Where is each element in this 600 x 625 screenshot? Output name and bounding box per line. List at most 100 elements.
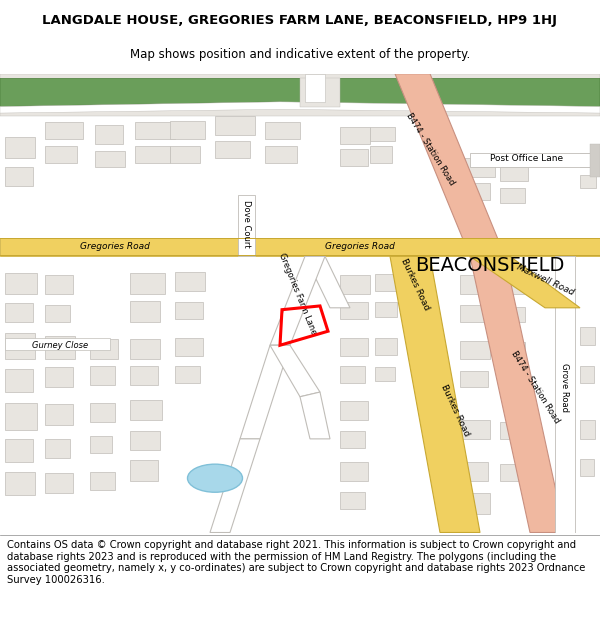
Polygon shape	[45, 472, 73, 493]
Polygon shape	[370, 146, 392, 162]
Polygon shape	[580, 153, 598, 168]
Polygon shape	[135, 146, 170, 162]
Text: BEACONSFIELD: BEACONSFIELD	[415, 256, 565, 275]
Polygon shape	[305, 256, 350, 308]
Polygon shape	[270, 345, 320, 397]
Text: Gregories Road: Gregories Road	[80, 242, 150, 251]
Polygon shape	[5, 472, 35, 495]
Polygon shape	[0, 238, 600, 256]
Polygon shape	[375, 338, 397, 354]
Polygon shape	[340, 149, 368, 166]
Polygon shape	[300, 392, 330, 439]
Text: Gurney Close: Gurney Close	[32, 341, 88, 350]
Polygon shape	[555, 256, 575, 532]
Polygon shape	[470, 256, 580, 308]
Polygon shape	[45, 275, 73, 294]
Polygon shape	[135, 122, 175, 139]
Polygon shape	[580, 175, 596, 188]
Polygon shape	[5, 273, 37, 294]
Polygon shape	[215, 141, 250, 158]
Polygon shape	[340, 431, 365, 448]
Polygon shape	[460, 420, 490, 439]
Polygon shape	[5, 303, 33, 322]
Polygon shape	[340, 492, 365, 509]
Polygon shape	[45, 305, 70, 322]
Polygon shape	[580, 366, 594, 382]
Polygon shape	[45, 404, 73, 425]
Polygon shape	[5, 338, 110, 350]
Polygon shape	[175, 366, 200, 382]
Polygon shape	[45, 336, 75, 359]
Polygon shape	[130, 273, 165, 294]
Text: Map shows position and indicative extent of the property.: Map shows position and indicative extent…	[130, 48, 470, 61]
Polygon shape	[265, 146, 297, 162]
Text: Contains OS data © Crown copyright and database right 2021. This information is : Contains OS data © Crown copyright and d…	[7, 540, 586, 585]
Polygon shape	[390, 256, 480, 532]
Polygon shape	[500, 164, 528, 181]
Polygon shape	[580, 459, 594, 476]
Polygon shape	[130, 366, 158, 384]
Polygon shape	[175, 272, 205, 291]
Polygon shape	[0, 238, 600, 239]
Polygon shape	[460, 305, 490, 322]
Polygon shape	[95, 125, 123, 144]
Polygon shape	[90, 366, 115, 384]
Polygon shape	[5, 333, 35, 359]
Text: Burkes Road: Burkes Road	[399, 257, 431, 312]
Text: Grove Road: Grove Road	[560, 363, 569, 412]
Polygon shape	[130, 461, 158, 481]
Polygon shape	[5, 439, 33, 462]
Polygon shape	[90, 339, 118, 359]
Polygon shape	[395, 74, 505, 256]
Polygon shape	[45, 146, 77, 162]
Text: LANGDALE HOUSE, GREGORIES FARM LANE, BEACONSFIELD, HP9 1HJ: LANGDALE HOUSE, GREGORIES FARM LANE, BEA…	[43, 14, 557, 27]
Polygon shape	[460, 462, 488, 481]
Polygon shape	[460, 183, 490, 200]
Text: Gregories Farm Lane: Gregories Farm Lane	[277, 251, 319, 336]
Polygon shape	[470, 153, 600, 168]
Polygon shape	[375, 274, 400, 291]
Polygon shape	[0, 74, 600, 116]
Polygon shape	[500, 188, 525, 203]
Polygon shape	[340, 275, 370, 294]
Polygon shape	[0, 255, 600, 256]
Polygon shape	[580, 326, 595, 345]
Polygon shape	[45, 439, 70, 458]
Polygon shape	[340, 338, 368, 356]
Polygon shape	[265, 122, 300, 139]
Polygon shape	[5, 403, 37, 429]
Polygon shape	[460, 275, 492, 294]
Polygon shape	[370, 127, 395, 141]
Text: Post Office Lane: Post Office Lane	[490, 154, 563, 162]
Text: Gregories Road: Gregories Road	[325, 242, 395, 251]
Text: Maxwell Road: Maxwell Road	[515, 262, 575, 297]
Polygon shape	[238, 196, 255, 256]
Polygon shape	[210, 439, 260, 532]
Polygon shape	[90, 403, 115, 422]
Polygon shape	[340, 401, 368, 420]
Polygon shape	[340, 302, 368, 319]
Polygon shape	[340, 462, 368, 481]
Polygon shape	[375, 302, 397, 317]
Polygon shape	[5, 168, 33, 186]
Polygon shape	[170, 121, 205, 139]
Polygon shape	[215, 116, 255, 134]
Polygon shape	[300, 78, 340, 106]
Polygon shape	[130, 399, 162, 420]
Polygon shape	[460, 493, 490, 514]
Polygon shape	[175, 338, 203, 356]
Polygon shape	[500, 342, 525, 359]
Polygon shape	[340, 127, 370, 144]
Text: Burkes Road: Burkes Road	[439, 383, 471, 438]
Polygon shape	[500, 307, 525, 322]
Polygon shape	[340, 366, 365, 382]
Polygon shape	[460, 158, 495, 177]
Polygon shape	[45, 367, 73, 388]
Polygon shape	[130, 339, 160, 359]
Polygon shape	[130, 301, 160, 322]
Polygon shape	[175, 302, 203, 319]
Polygon shape	[270, 256, 325, 345]
Polygon shape	[45, 122, 83, 139]
Polygon shape	[95, 151, 125, 168]
Polygon shape	[170, 146, 200, 162]
